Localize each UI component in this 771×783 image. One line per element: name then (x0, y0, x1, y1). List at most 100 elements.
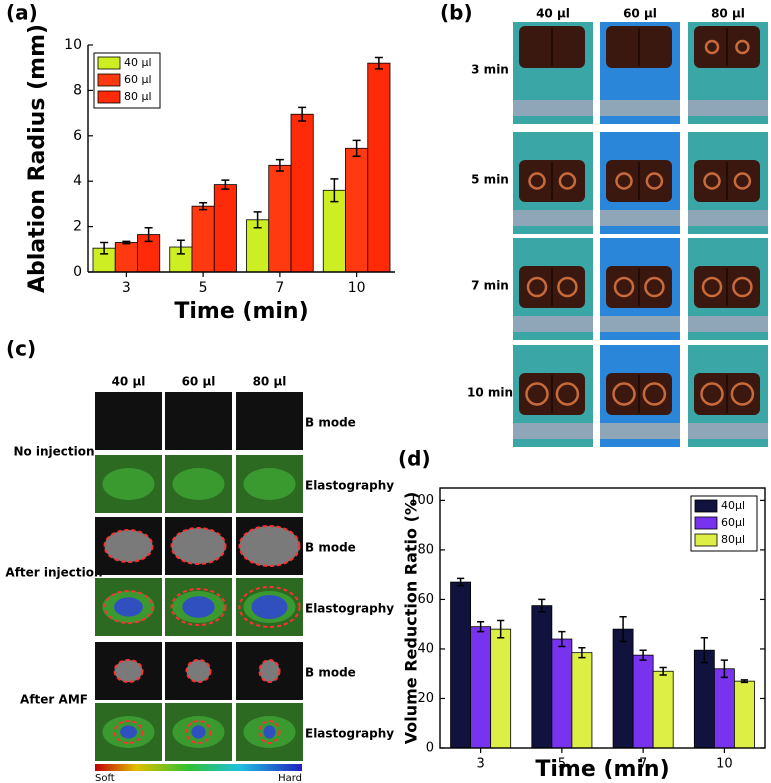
scan (95, 392, 162, 450)
roi-outline (103, 590, 154, 624)
error-bar (659, 666, 667, 676)
error-bar (122, 240, 131, 245)
roi-outline (103, 529, 154, 563)
column-label: 40 μl (536, 7, 570, 21)
legend-label: 40 μl (124, 56, 152, 69)
ablation-zone (558, 172, 577, 190)
ablation-zone (645, 172, 664, 190)
x-tick-label: 7 (275, 280, 284, 296)
bar (652, 670, 674, 749)
legend-swatch (694, 499, 718, 513)
bar (551, 638, 573, 749)
scan (236, 392, 303, 450)
ablation-zone (555, 382, 580, 406)
group-label: No injection (13, 445, 94, 459)
y-tick-label: 60 (417, 592, 434, 607)
column-label: 80 μl (253, 375, 287, 389)
roi-outline (258, 720, 281, 744)
bar (632, 654, 654, 749)
error-bar (199, 202, 208, 211)
legend-label: 80 μl (124, 90, 152, 103)
bar (713, 668, 735, 749)
y-axis-label: Volume Reduction Ratio (%) (402, 492, 421, 745)
x-axis-label: Time (min) (535, 757, 669, 782)
bar (531, 605, 553, 749)
error-bar (176, 239, 185, 255)
ruler (688, 100, 768, 116)
error-bar (100, 241, 109, 255)
ablation-zone (613, 276, 635, 298)
y-tick-label: 100 (409, 493, 434, 508)
lesion (239, 526, 300, 566)
bar (450, 581, 472, 749)
panel-label: (a) (6, 1, 38, 25)
group-label: After AMF (20, 693, 88, 707)
ablation-zone (700, 382, 724, 406)
column-label: 40 μl (112, 375, 146, 389)
column-label: 80 μl (711, 7, 745, 21)
y-tick-label: 0 (73, 264, 82, 280)
legend-swatch (694, 533, 718, 547)
ruler (600, 423, 680, 439)
ablation-zone (525, 382, 549, 406)
error-bar (700, 637, 708, 664)
bar (322, 189, 346, 273)
error-bar (477, 620, 485, 633)
ablation-zone (526, 276, 548, 298)
ablation-zone (557, 276, 578, 298)
plot-frame (439, 487, 766, 749)
row-label: B mode (305, 541, 356, 555)
x-tick-label: 3 (122, 280, 131, 296)
lesion (120, 725, 137, 739)
lesion (251, 595, 288, 619)
bar (490, 628, 512, 749)
error-bar (253, 211, 262, 229)
panel-label: (d) (398, 447, 431, 471)
y-tick-label: 0 (426, 741, 434, 756)
ablation-zone (703, 172, 721, 190)
ablation-zone (644, 276, 665, 298)
lesion (104, 530, 153, 562)
ablation-zone (701, 276, 723, 298)
colorbar-min: Soft (95, 773, 115, 783)
ruler (600, 100, 680, 116)
bar (191, 205, 215, 273)
ablation-zone (642, 382, 667, 406)
bar (345, 147, 369, 273)
ablation-zone (733, 172, 752, 190)
lesion (263, 725, 276, 739)
ruler (600, 210, 680, 226)
y-tick-label: 4 (73, 173, 82, 189)
bar (733, 680, 755, 749)
x-tick-label: 5 (558, 757, 566, 772)
bar (367, 62, 391, 273)
bar (290, 113, 314, 273)
error-bar (275, 158, 284, 172)
colorbar-max: Hard (278, 773, 302, 783)
y-tick-label: 40 (417, 641, 434, 656)
ablation-zone (615, 172, 633, 190)
ablation-zone (735, 39, 750, 55)
legend-label: 60 μl (124, 73, 152, 86)
error-bar (456, 577, 465, 587)
ablation-zone (704, 39, 720, 55)
roi-outline (238, 525, 301, 567)
row-label: 7 min (471, 279, 509, 293)
error-bar (639, 649, 647, 661)
bar (268, 164, 292, 273)
x-tick-label: 3 (476, 757, 484, 772)
bar (571, 652, 593, 749)
lesion (186, 660, 211, 682)
ablation-zone (732, 276, 753, 298)
row-label: B mode (305, 416, 356, 430)
roi-outline (185, 659, 212, 683)
roi-outline (170, 527, 227, 565)
ruler (688, 316, 768, 332)
error-bar (330, 178, 339, 203)
roi-outline (185, 720, 212, 744)
error-bar (740, 679, 749, 684)
y-tick-label: 10 (64, 37, 82, 53)
roi-outline (258, 659, 281, 683)
